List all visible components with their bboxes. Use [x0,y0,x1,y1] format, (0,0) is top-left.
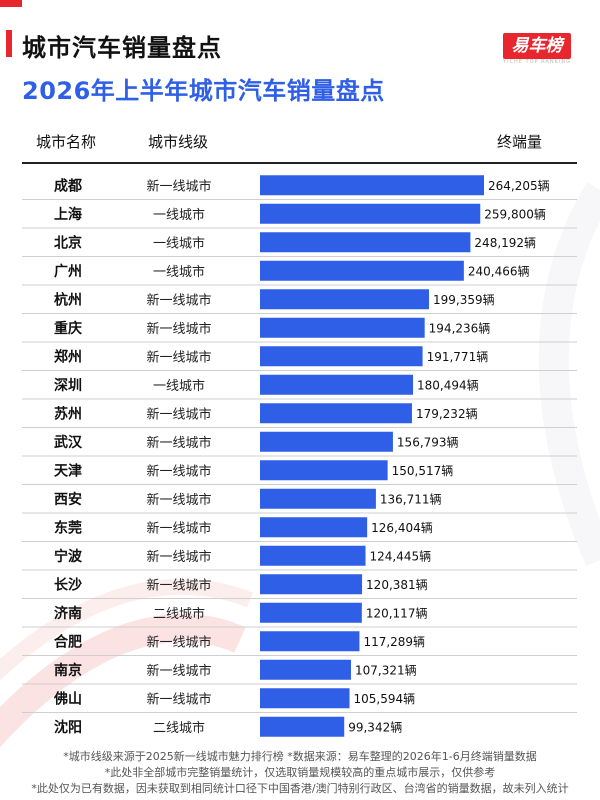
sales-bar [260,517,368,538]
city-label: 北京 [54,234,82,251]
sales-bar [260,317,425,338]
sales-bar [260,260,464,281]
city-label: 西安 [54,491,82,508]
tier-label: 新一线城市 [146,463,211,479]
brand-logo: 易车榜 [503,33,571,59]
city-label: 武汉 [54,434,83,451]
sales-value-label: 136,711辆 [380,492,442,506]
page-subtitle: 2026年上半年城市汽车销量盘点 [22,77,385,105]
tier-label: 新一线城市 [146,292,211,308]
sales-value-label: 199,359辆 [433,293,495,307]
city-label: 东莞 [54,519,82,536]
column-header-city: 城市名称 [36,133,97,151]
footer-note-3: *此处仅为已有数据，因未获取到相同统计口径下中国香港/澳门特别行政区、台湾省的销… [31,782,569,795]
tier-label: 新一线城市 [146,663,211,679]
city-label: 济南 [54,605,82,622]
tier-label: 新一线城市 [146,492,211,508]
page-title: 城市汽车销量盘点 [22,34,222,62]
sales-bar [260,175,484,196]
sales-bar [260,203,481,224]
column-header-tier: 城市线级 [148,133,209,151]
city-label: 佛山 [53,690,82,707]
sales-value-label: 107,321辆 [355,663,417,677]
tier-label: 一线城市 [153,207,205,223]
tier-label: 一线城市 [153,264,205,280]
top-accent-mark [0,0,22,7]
tier-label: 二线城市 [153,606,205,622]
tier-label: 一线城市 [153,235,205,251]
table-header: 城市名称 城市线级 终端量 [0,131,600,153]
sales-bar [260,574,363,595]
sales-value-label: 180,494辆 [417,378,479,392]
sales-bar [260,403,412,424]
tier-label: 新一线城市 [146,691,211,707]
sales-value-label: 99,342辆 [348,720,402,734]
tier-label: 新一线城市 [146,349,211,365]
sales-bar [260,688,350,709]
tier-label: 新一线城市 [146,178,211,194]
sales-value-label: 194,236辆 [429,321,491,335]
city-label: 苏州 [54,405,82,422]
sales-value-label: 191,771辆 [427,350,489,364]
brand-logo-subtext: YICHE TOP RANKING [503,59,571,65]
footer-note-1: *城市线级来源于2025新一线城市魅力排行榜 *数据来源：易车整理的2026年1… [63,750,537,763]
city-label: 上海 [54,206,82,223]
city-label: 郑州 [54,348,82,365]
sales-bar [260,545,366,566]
tier-label: 新一线城市 [146,520,211,536]
sales-value-label: 156,793辆 [397,435,459,449]
tier-label: 新一线城市 [146,435,211,451]
sales-bar [260,431,393,452]
sales-value-label: 120,381辆 [366,578,428,592]
city-label: 南京 [54,662,82,679]
city-label: 重庆 [54,320,82,337]
tier-label: 一线城市 [153,378,205,394]
title-accent-bar [6,30,12,57]
tier-label: 新一线城市 [146,406,211,422]
sales-value-label: 179,232辆 [416,407,478,421]
city-label: 沈阳 [54,719,82,736]
sales-value-label: 240,466辆 [468,264,530,278]
sales-bar [260,374,414,395]
city-label: 杭州 [54,291,82,308]
sales-bar [260,488,376,509]
city-label: 合肥 [54,633,82,650]
city-label: 宁波 [54,548,83,565]
city-label: 广州 [54,263,82,280]
sales-value-label: 126,404辆 [371,521,433,535]
city-label: 成都 [54,177,82,194]
sales-value-label: 248,192辆 [474,236,536,250]
city-label: 长沙 [54,576,82,593]
city-label: 天津 [54,462,82,479]
sales-value-label: 105,594辆 [354,692,416,706]
header-divider [22,162,577,164]
sales-bar [260,460,388,481]
sales-bar [260,631,360,652]
sales-value-label: 117,289辆 [363,635,425,649]
sales-bar [260,716,345,737]
sales-value-label: 124,445辆 [370,549,432,563]
sales-bar [260,659,351,680]
tier-label: 二线城市 [153,720,205,736]
sales-bar [260,346,423,367]
tier-label: 新一线城市 [146,549,211,565]
footer-note-2: *此处非全部城市完整销量统计，仅选取销量规模较高的重点城市展示，仅供参考 [104,766,496,779]
sales-value-label: 150,517辆 [392,464,454,478]
tier-label: 新一线城市 [146,634,211,650]
sales-value-label: 264,205辆 [488,179,550,193]
sales-value-label: 259,800辆 [484,207,546,221]
tier-label: 新一线城市 [146,321,211,337]
sales-bar [260,289,430,310]
sales-bar [260,602,362,623]
city-label: 深圳 [54,377,82,394]
column-header-sales: 终端量 [497,133,543,151]
sales-value-label: 120,117辆 [366,606,428,620]
sales-bar [260,232,471,253]
tier-label: 新一线城市 [146,577,211,593]
